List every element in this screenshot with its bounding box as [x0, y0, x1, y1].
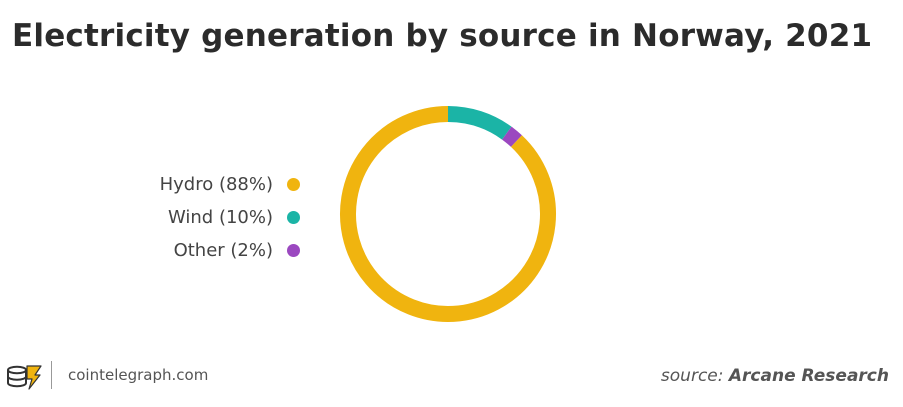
footer-site-link[interactable]: cointelegraph.com — [68, 366, 209, 384]
cointelegraph-logo-icon — [7, 365, 42, 390]
donut-slice-other — [501, 126, 522, 148]
legend-label-hydro: Hydro (88%) — [159, 174, 273, 195]
footer-divider — [51, 361, 52, 389]
legend-dot-wind — [287, 211, 300, 224]
legend-dot-hydro — [287, 178, 300, 191]
donut-slice-hydro — [340, 106, 556, 322]
legend-item-other: Other (2%) — [100, 234, 320, 267]
donut-chart — [340, 106, 556, 322]
footer-source: source: Arcane Research — [661, 366, 889, 386]
legend-item-wind: Wind (10%) — [100, 201, 320, 234]
legend-label-other: Other (2%) — [173, 240, 273, 261]
legend-item-hydro: Hydro (88%) — [100, 168, 320, 201]
legend-dot-other — [287, 244, 300, 257]
donut-slice-wind — [447, 106, 512, 140]
legend-label-wind: Wind (10%) — [167, 207, 273, 228]
footer-source-name: Arcane Research — [728, 366, 889, 386]
footer-source-prefix: source: — [660, 366, 724, 386]
chart-title: Electricity generation by source in Norw… — [12, 18, 873, 54]
chart-legend: Hydro (88%) Wind (10%) Other (2%) — [100, 168, 320, 267]
